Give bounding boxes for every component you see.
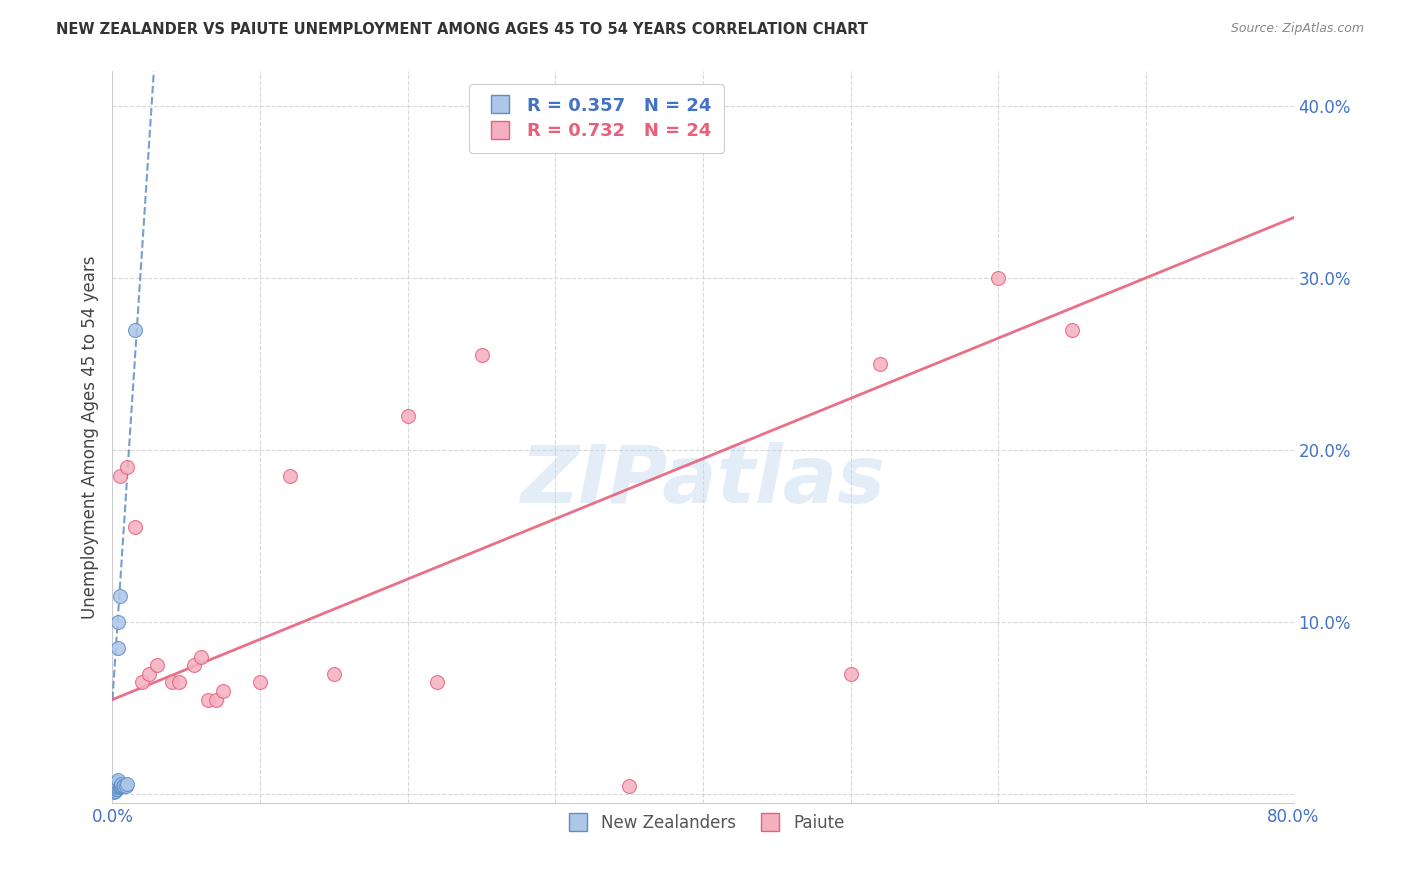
Point	[111, 779, 134, 793]
Point	[105, 777, 128, 791]
Point	[112, 779, 135, 793]
Point	[197, 692, 219, 706]
Point	[839, 666, 862, 681]
Legend: New Zealanders, Paiute: New Zealanders, Paiute	[555, 807, 851, 838]
Point	[426, 675, 449, 690]
Point	[205, 692, 228, 706]
Point	[103, 785, 125, 799]
Point	[104, 779, 127, 793]
Point	[212, 684, 235, 698]
Point	[105, 779, 128, 793]
Point	[869, 357, 891, 371]
Point	[108, 780, 131, 795]
Point	[167, 675, 190, 690]
Point	[108, 468, 131, 483]
Point	[470, 348, 494, 362]
Point	[117, 777, 138, 791]
Point	[146, 658, 169, 673]
Point	[105, 780, 128, 795]
Text: NEW ZEALANDER VS PAIUTE UNEMPLOYMENT AMONG AGES 45 TO 54 YEARS CORRELATION CHART: NEW ZEALANDER VS PAIUTE UNEMPLOYMENT AMO…	[56, 22, 868, 37]
Point	[107, 773, 129, 788]
Point	[108, 779, 131, 793]
Point	[249, 675, 271, 690]
Point	[104, 780, 127, 795]
Point	[1062, 322, 1084, 336]
Text: ZIPatlas: ZIPatlas	[520, 442, 886, 520]
Point	[124, 520, 146, 534]
Point	[323, 666, 346, 681]
Point	[619, 779, 641, 793]
Point	[104, 783, 127, 797]
Text: Source: ZipAtlas.com: Source: ZipAtlas.com	[1230, 22, 1364, 36]
Point	[124, 322, 146, 336]
Point	[117, 460, 138, 475]
Point	[104, 777, 127, 791]
Point	[131, 675, 153, 690]
Point	[107, 640, 129, 655]
Point	[987, 271, 1010, 285]
Point	[183, 658, 205, 673]
Point	[104, 782, 127, 797]
Point	[138, 666, 160, 681]
Point	[114, 779, 136, 793]
Y-axis label: Unemployment Among Ages 45 to 54 years: Unemployment Among Ages 45 to 54 years	[80, 255, 98, 619]
Point	[396, 409, 419, 423]
Point	[110, 779, 132, 793]
Point	[107, 615, 129, 629]
Point	[278, 468, 301, 483]
Point	[105, 782, 128, 797]
Point	[105, 775, 128, 789]
Point	[110, 777, 132, 791]
Point	[160, 675, 183, 690]
Point	[108, 589, 131, 603]
Point	[190, 649, 212, 664]
